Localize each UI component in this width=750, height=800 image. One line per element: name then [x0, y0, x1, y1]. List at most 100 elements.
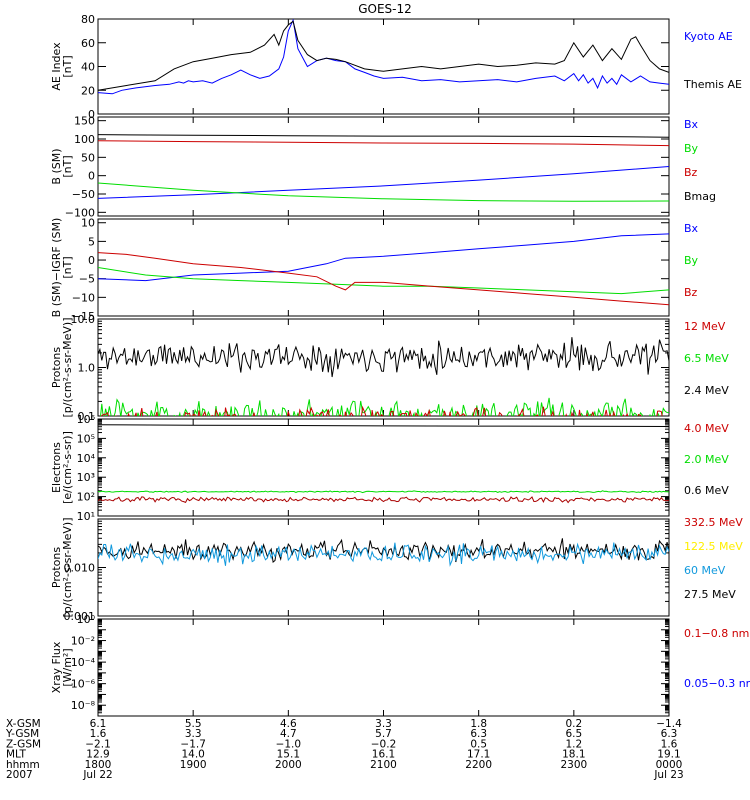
legend-entry: 4.0 MeV [684, 422, 729, 435]
x-tick-value: Jul 22 [82, 769, 112, 781]
legend-entry: Kyoto AE [684, 30, 733, 43]
series-themis-ae [98, 20, 669, 91]
panel-frame [97, 518, 670, 617]
y-tick-label: 10² [77, 491, 95, 504]
x-tick-value: 2100 [370, 759, 397, 771]
y-tick-label: 150 [74, 115, 95, 128]
y-tick-label: −10 [72, 291, 95, 304]
x-tick-value: −1.7 [180, 738, 206, 750]
legend-entry: Bmag [684, 190, 716, 203]
y-tick-label: 5 [88, 235, 95, 248]
x-tick-value: 15.1 [277, 749, 300, 761]
series-0-6-mev [98, 424, 669, 427]
y-tick-label: −50 [72, 188, 95, 201]
panel-bsm: −100 −50 0 50 100 150 B (SM)[nT] Bx By Bz Bmag [50, 115, 716, 220]
y-tick-label: 0.1 [78, 410, 96, 423]
y-tick-label: −100 [65, 206, 95, 219]
y-axis-label: Xray Flux [50, 641, 63, 693]
x-tick-value: 2200 [465, 759, 492, 771]
bottom-axis-table: X-GSMY-GSMZ-GSMMLThhmm20076.11.6−2.112.9… [5, 718, 684, 781]
y-tick-label: 10⁻⁴ [71, 656, 96, 669]
legend-entry: Bz [684, 166, 698, 179]
x-row-label: MLT [6, 749, 26, 761]
legend-entry: 2.4 MeV [684, 384, 729, 397]
x-tick-value: 4.6 [280, 718, 297, 730]
chart-title: GOES-12 [358, 2, 412, 16]
x-tick-value: 14.0 [181, 749, 204, 761]
y-tick-label: 10⁰ [77, 613, 96, 626]
panel-frame [97, 218, 670, 317]
x-tick-value: 2300 [560, 759, 587, 771]
series-bz [98, 140, 669, 147]
y-tick-label: 10⁻² [71, 635, 95, 648]
y-axis-label: B (SM)−IGRF (SM) [50, 218, 63, 318]
y-tick-label: 1.0 [78, 362, 96, 375]
x-tick-value: 1.8 [470, 718, 487, 730]
legend-entry: 6.5 MeV [684, 352, 729, 365]
y-tick-label: −5 [79, 273, 95, 286]
x-tick-value: 6.5 [565, 728, 582, 740]
series-by [98, 182, 669, 202]
y-tick-label: −15 [72, 310, 95, 323]
y-tick-label: 100 [74, 133, 95, 146]
x-tick-value: 1800 [85, 759, 112, 771]
y-tick-label: 0 [88, 254, 95, 267]
x-tick-value: 12.9 [86, 749, 109, 761]
legend-entry: 60 MeV [684, 564, 726, 577]
y-axis-label: AE Index [50, 42, 63, 91]
y-tick-label: 0 [88, 108, 95, 121]
y-tick-label: 0.001 [64, 610, 96, 623]
x-tick-value: 1900 [180, 759, 207, 771]
y-axis-label: [nT] [61, 256, 74, 278]
y-axis-label: [p/(cm²-s-sr-MeV)] [61, 318, 74, 418]
x-tick-value: 4.7 [280, 728, 297, 740]
y-tick-label: 10⁶ [77, 413, 96, 426]
y-tick-label: 10⁻⁶ [71, 678, 96, 691]
y-axis-label: B (SM) [50, 148, 63, 184]
x-tick-value: −1.4 [656, 718, 682, 730]
y-tick-label: 10.0 [71, 313, 96, 326]
y-tick-label: 50 [81, 151, 95, 164]
x-tick-value: Jul 23 [653, 769, 683, 781]
series-bx [98, 233, 669, 282]
panel-protons_hi: 0.1 1.0 10.0 Protons[p/(cm²-s-sr-MeV)] 12 Me… [50, 313, 729, 423]
x-tick-value: 3.3 [185, 728, 202, 740]
panel-xray: 10⁻⁸ 10⁻⁶ 10⁻⁴ 10⁻² 10⁰ Xray Flux[W/m²] 0.1−0.… [50, 613, 750, 717]
legend-entry: Themis AE [683, 78, 742, 91]
legend-entry: By [684, 142, 699, 155]
legend-entry: By [684, 254, 699, 267]
series-12-mev [100, 405, 663, 416]
y-tick-label: 10³ [77, 471, 95, 484]
legend-entry: 27.5 MeV [684, 588, 736, 601]
x-row-label: 2007 [6, 769, 33, 781]
x-tick-value: 16.1 [372, 749, 395, 761]
y-tick-label: 60 [81, 37, 95, 50]
panel-electrons: 10¹ 10² 10³ 10⁴ 10⁵ 10⁶ Electrons[e/(cm²-s-sr)… [50, 413, 729, 523]
series-kyoto-ae [98, 19, 669, 95]
series-bz [98, 252, 669, 306]
legend-entry: Bx [684, 118, 699, 131]
legend-entry: 332.5 MeV [684, 516, 743, 529]
y-tick-label: 20 [81, 84, 95, 97]
x-row-label: X-GSM [6, 718, 41, 730]
x-tick-value: 5.7 [375, 728, 392, 740]
series-bmag [98, 134, 669, 138]
legend-entry: Bx [684, 222, 699, 235]
y-tick-label: 0 [88, 170, 95, 183]
y-tick-label: 40 [81, 61, 95, 74]
x-row-label: hhmm [6, 759, 40, 771]
x-tick-value: −2.1 [85, 738, 111, 750]
legend-entry: 2.0 MeV [684, 453, 729, 466]
x-tick-value: 5.5 [185, 718, 202, 730]
panel-bresid: −15 −10 −5 0 5 10 B (SM)−IGRF (SM)[nT] Bx By Bz [50, 217, 699, 323]
series-27-5-mev [98, 538, 669, 564]
x-tick-value: 0000 [656, 759, 683, 771]
series-6-5-mev [100, 397, 669, 416]
y-axis-label: [nT] [61, 155, 74, 177]
x-tick-value: −1.0 [276, 738, 302, 750]
y-axis-label: Protons [50, 347, 63, 388]
x-tick-value: 2000 [275, 759, 302, 771]
x-row-label: Z-GSM [6, 738, 41, 750]
